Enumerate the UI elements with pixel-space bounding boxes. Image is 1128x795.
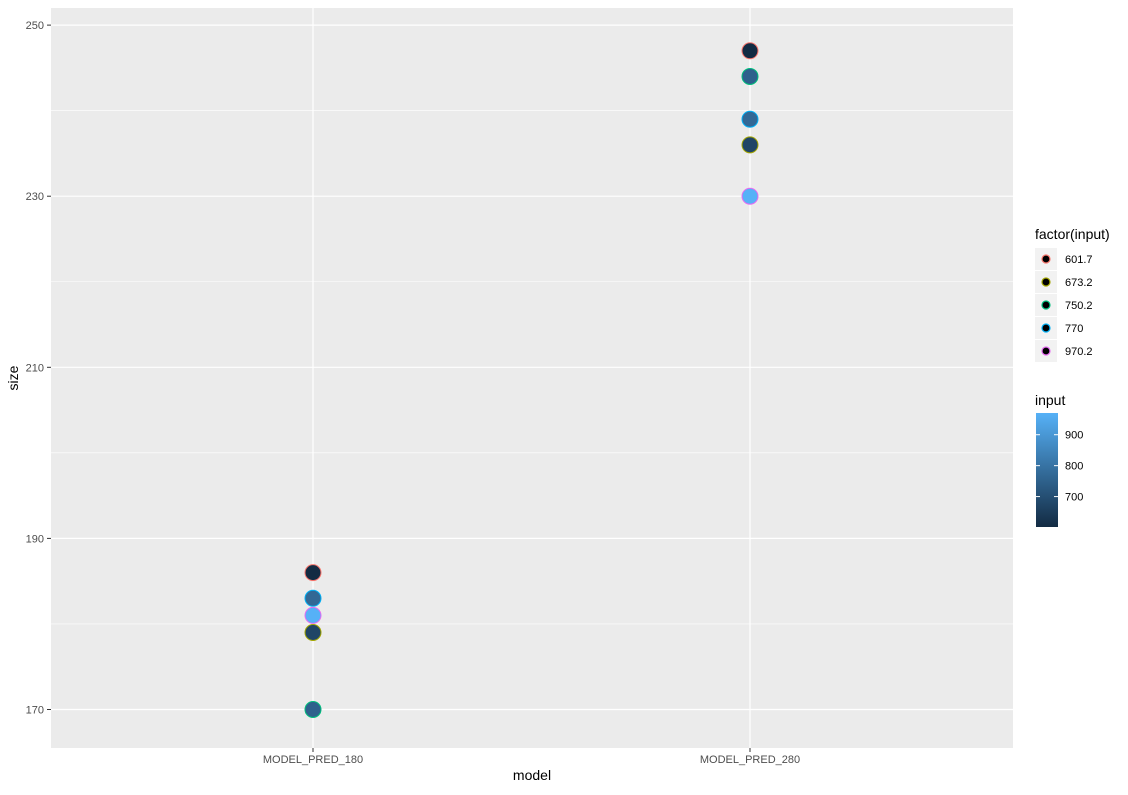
legend-input: input 900 800 700 xyxy=(1035,392,1083,527)
data-point xyxy=(304,589,322,607)
legend-factor-input: factor(input) 601.7 673.2 750.2 770 970.2 xyxy=(1035,226,1110,362)
legend-key-label: 970.2 xyxy=(1065,346,1093,358)
x-tick-label: MODEL_PRED_180 xyxy=(263,754,363,766)
y-axis: 170 190 210 230 250 xyxy=(26,20,51,717)
y-tick-label: 210 xyxy=(26,362,44,374)
data-point xyxy=(304,624,322,642)
data-points xyxy=(304,42,759,719)
data-point xyxy=(304,701,322,719)
legend-key-marker xyxy=(1041,323,1051,333)
legend-key-marker xyxy=(1041,346,1051,356)
x-axis-title: model xyxy=(513,767,551,783)
data-point xyxy=(741,187,759,205)
plot-panel xyxy=(51,8,1013,748)
y-axis-title: size xyxy=(5,365,21,390)
data-point xyxy=(304,564,322,582)
legend-key-marker xyxy=(1041,300,1051,310)
legend-factor-input-title: factor(input) xyxy=(1035,226,1110,242)
minor-grid xyxy=(51,110,1013,625)
legend-key-label: 673.2 xyxy=(1065,277,1093,289)
colorbar-tick-label: 800 xyxy=(1065,461,1083,473)
data-point xyxy=(304,606,322,624)
y-tick-label: 230 xyxy=(26,191,44,203)
x-tick-label: MODEL_PRED_280 xyxy=(700,754,800,766)
legend-factor-input-keys: 601.7 673.2 750.2 770 970.2 xyxy=(1035,248,1093,362)
legend-key-marker xyxy=(1041,254,1051,264)
legend-input-colorbar xyxy=(1036,413,1058,527)
legend-key-label: 770 xyxy=(1065,323,1083,335)
legend-input-ticks: 900 800 700 xyxy=(1036,430,1083,504)
legend-input-title: input xyxy=(1035,392,1065,408)
y-tick-label: 250 xyxy=(26,20,44,32)
data-point xyxy=(741,42,759,60)
legend-key-label: 750.2 xyxy=(1065,300,1093,312)
data-point xyxy=(741,67,759,85)
colorbar-tick-label: 700 xyxy=(1065,492,1083,504)
legend-key-label: 601.7 xyxy=(1065,254,1093,266)
colorbar-tick-label: 900 xyxy=(1065,430,1083,442)
data-point xyxy=(741,136,759,154)
data-point xyxy=(741,110,759,128)
x-axis: MODEL_PRED_180 MODEL_PRED_280 xyxy=(263,748,800,766)
legend-key-marker xyxy=(1041,277,1051,287)
y-tick-label: 190 xyxy=(26,533,44,545)
y-tick-label: 170 xyxy=(26,705,44,717)
